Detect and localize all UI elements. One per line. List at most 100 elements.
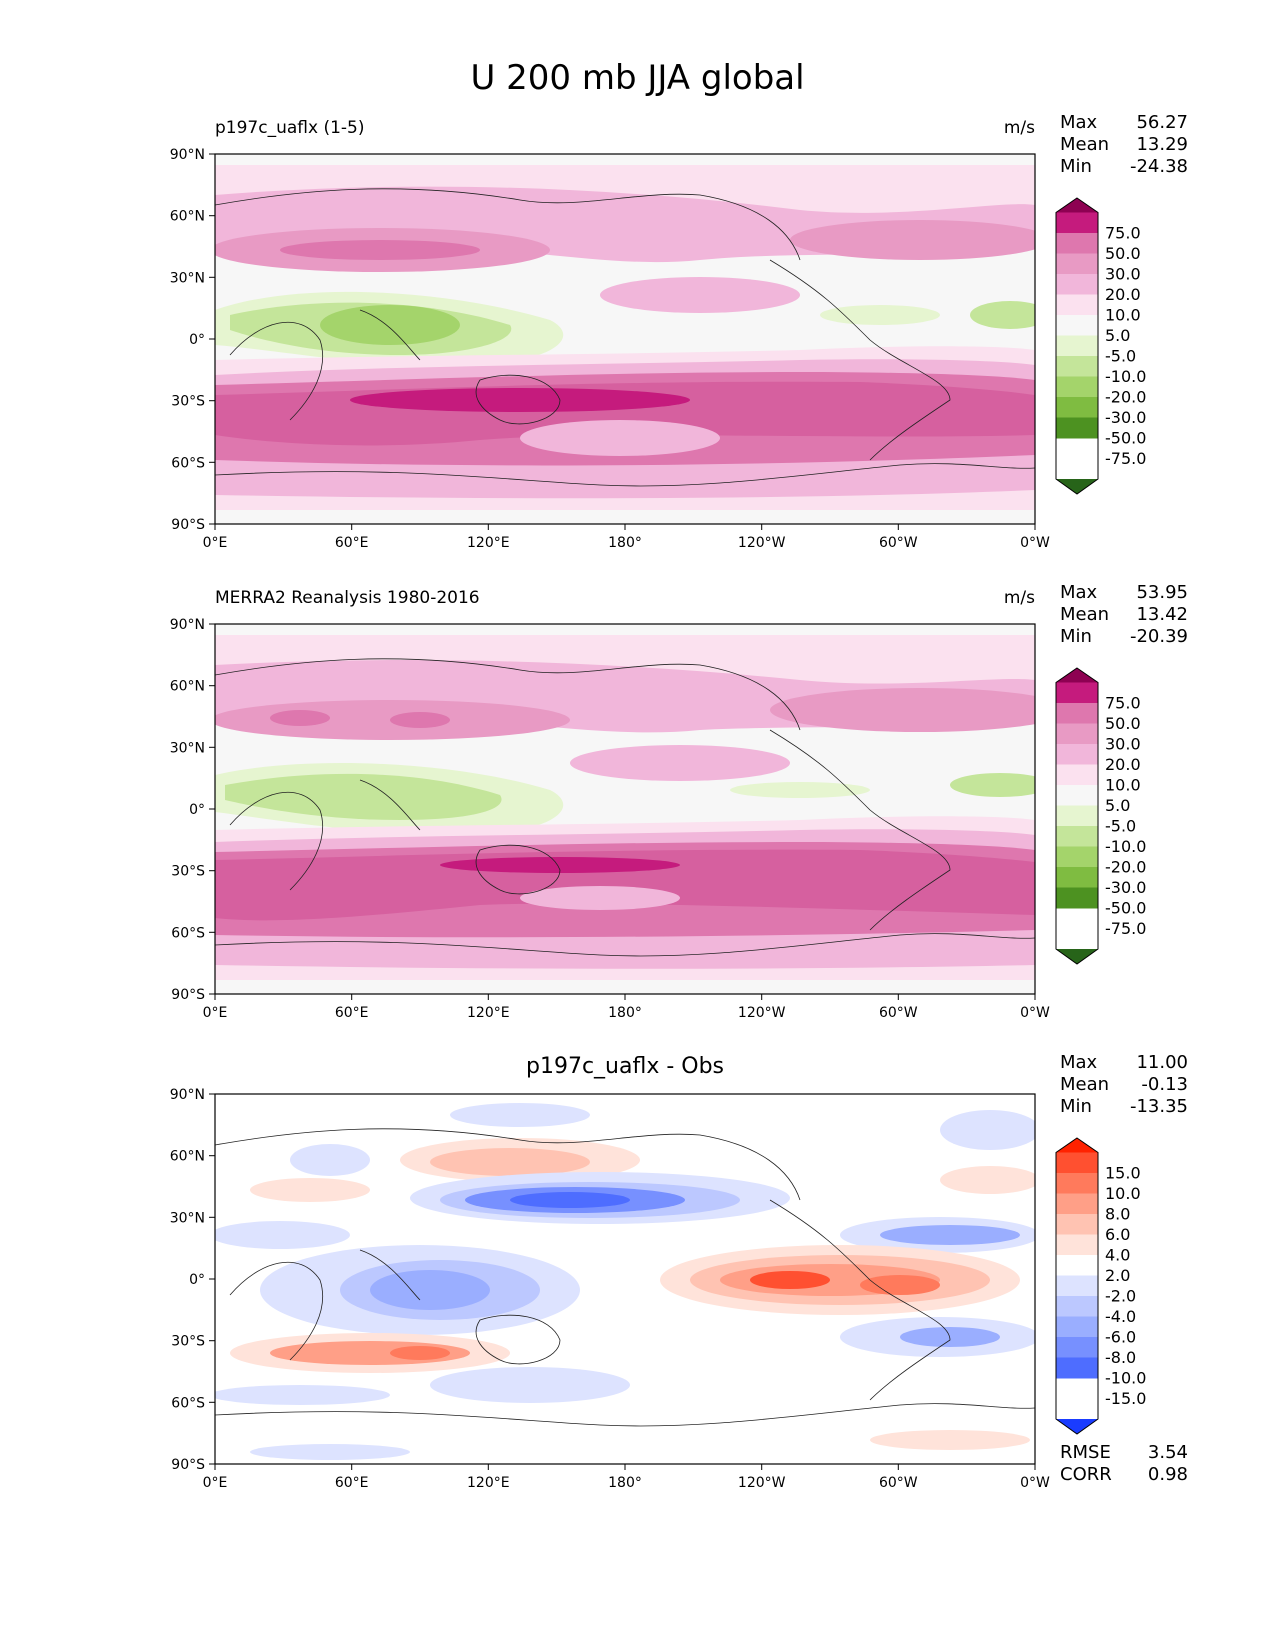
colorbar-swatch [1056, 805, 1098, 827]
colorbar-label: 10.0 [1105, 306, 1141, 325]
lon-tick-label: 180° [608, 1005, 642, 1021]
colorbar-swatch [1056, 212, 1098, 234]
colorbar-label: -75.0 [1105, 449, 1146, 468]
map-diff: 90°N 60°N 30°N 0° 30°S 60°S 90°S 0°E 60°… [170, 1087, 1147, 1491]
colorbar-label: 10.0 [1105, 776, 1141, 795]
contour-field [215, 624, 1035, 994]
stat-value: -20.39 [1129, 626, 1188, 647]
colorbar-extend-top [1056, 668, 1098, 683]
lon-axis: 0°E 60°E 120°E 180° 120°W 60°W 0°W [203, 524, 1050, 551]
colorbar-swatch [1056, 1255, 1098, 1276]
lon-tick-label: 60°W [879, 1475, 918, 1491]
stat-value: 11.00 [1136, 1052, 1188, 1073]
colorbar-label: 30.0 [1105, 265, 1141, 284]
lat-tick-label: 90°S [171, 517, 205, 533]
stat-label: Mean [1060, 1074, 1110, 1095]
stat-value: 53.95 [1136, 582, 1188, 603]
colorbar-swatch [1056, 785, 1098, 806]
lon-tick-label: 0°W [1020, 1475, 1050, 1491]
colorbar-label: 4.0 [1105, 1246, 1130, 1265]
lat-tick-label: 60°S [171, 455, 205, 471]
lon-tick-label: 60°E [335, 1475, 369, 1491]
colorbar-swatch [1056, 1296, 1098, 1317]
lat-tick-label: 30°S [171, 864, 205, 880]
colorbar-swatch [1056, 274, 1098, 295]
stat-value: 13.29 [1136, 134, 1188, 155]
units-label: m/s [1003, 588, 1035, 608]
colorbar-label: 2.0 [1105, 1266, 1130, 1285]
stats-block: Max 11.00 Mean -0.13 Min -13.35 [1060, 1052, 1188, 1118]
metric-label: CORR [1060, 1464, 1112, 1485]
map-model: 90°N 60°N 30°N 0° 30°S 60°S 90°S 0°E 60°… [170, 147, 1147, 551]
lon-tick-label: 60°W [879, 535, 918, 551]
stat-value: -13.35 [1129, 1096, 1188, 1117]
colorbar-label: -30.0 [1105, 878, 1146, 897]
lon-axis: 0°E 60°E 120°E 180° 120°W 60°W 0°W [203, 1464, 1050, 1491]
coastlines [215, 1128, 1035, 1427]
colorbar-label: -5.0 [1105, 347, 1136, 366]
lat-tick-label: 30°S [171, 394, 205, 410]
lat-tick-label: 60°N [170, 209, 205, 225]
contour-field [215, 154, 1035, 524]
colorbar-swatch [1056, 846, 1098, 868]
lon-tick-label: 180° [608, 535, 642, 551]
colorbar-label: 75.0 [1105, 694, 1141, 713]
colorbar-swatch [1056, 376, 1098, 398]
colorbar-label: -20.0 [1105, 388, 1146, 407]
colorbar-swatch [1056, 1275, 1098, 1297]
stat-value: -0.13 [1141, 1074, 1188, 1095]
lat-tick-label: 30°N [170, 740, 205, 756]
panel-diff: p197c_uaflx - Obs Max 11.00 Mean -0.13 Min… [0, 1050, 1275, 1510]
colorbar-swatch [1056, 1357, 1098, 1379]
coastlines [215, 188, 1035, 487]
colorbar-label: 6.0 [1105, 1225, 1130, 1244]
stat-value: 13.42 [1136, 604, 1188, 625]
panel-title: p197c_uaflx (1-5) [215, 118, 365, 138]
lon-tick-label: 120°W [738, 1005, 786, 1021]
colorbar-swatch [1056, 417, 1098, 439]
colorbar-label: -30.0 [1105, 408, 1146, 427]
stat-label: Min [1060, 626, 1092, 647]
lon-tick-label: 0°W [1020, 535, 1050, 551]
colorbar-label: -8.0 [1105, 1348, 1136, 1367]
lat-tick-label: 0° [189, 1272, 205, 1288]
colorbar-label: -15.0 [1105, 1389, 1146, 1408]
lon-tick-label: 120°W [738, 535, 786, 551]
lon-tick-label: 120°W [738, 1475, 786, 1491]
colorbar-extend-bottom [1056, 1419, 1098, 1434]
stat-label: Min [1060, 156, 1092, 177]
lat-tick-label: 30°N [170, 270, 205, 286]
colorbar-swatch [1056, 1316, 1098, 1338]
stat-label: Mean [1060, 604, 1110, 625]
lat-axis: 90°N 60°N 30°N 0° 30°S 60°S 90°S [170, 1087, 215, 1473]
colorbar-label: -50.0 [1105, 429, 1146, 448]
colorbar-label: 50.0 [1105, 714, 1141, 733]
colorbar-label: 20.0 [1105, 285, 1141, 304]
colorbar-swatch [1056, 703, 1098, 724]
colorbar-extend-bottom [1056, 949, 1098, 964]
colorbar-swatch [1056, 1193, 1098, 1215]
metrics-block: RMSE 3.54 CORR 0.98 [1060, 1442, 1188, 1486]
panel-title: p197c_uaflx - Obs [525, 1054, 725, 1079]
colorbar-label: -6.0 [1105, 1328, 1136, 1347]
panel-obs: MERRA2 Reanalysis 1980-2016 m/s Max 53.95… [0, 580, 1275, 1040]
lat-axis: 90°N 60°N 30°N 0° 30°S 60°S 90°S [170, 617, 215, 1003]
lon-tick-label: 180° [608, 1475, 642, 1491]
colorbar-swatch [1056, 744, 1098, 765]
colorbar-swatch [1056, 294, 1098, 316]
lon-tick-label: 60°E [335, 535, 369, 551]
lat-tick-label: 0° [189, 332, 205, 348]
colorbar-label: -10.0 [1105, 837, 1146, 856]
colorbar-label: -10.0 [1105, 367, 1146, 386]
colorbar-swatch [1056, 682, 1098, 704]
metric-value: 3.54 [1147, 1442, 1188, 1463]
metric-label: RMSE [1060, 1442, 1111, 1463]
lon-tick-label: 0°W [1020, 1005, 1050, 1021]
colorbar-extend-top [1056, 198, 1098, 213]
lat-tick-label: 90°N [170, 1087, 205, 1103]
stats-block: Max 53.95 Mean 13.42 Min -20.39 [1060, 582, 1188, 648]
colorbar-swatch [1056, 1337, 1098, 1358]
colorbar-label: -5.0 [1105, 817, 1136, 836]
colorbar-extend-bottom [1056, 479, 1098, 494]
coastlines [215, 658, 1035, 957]
